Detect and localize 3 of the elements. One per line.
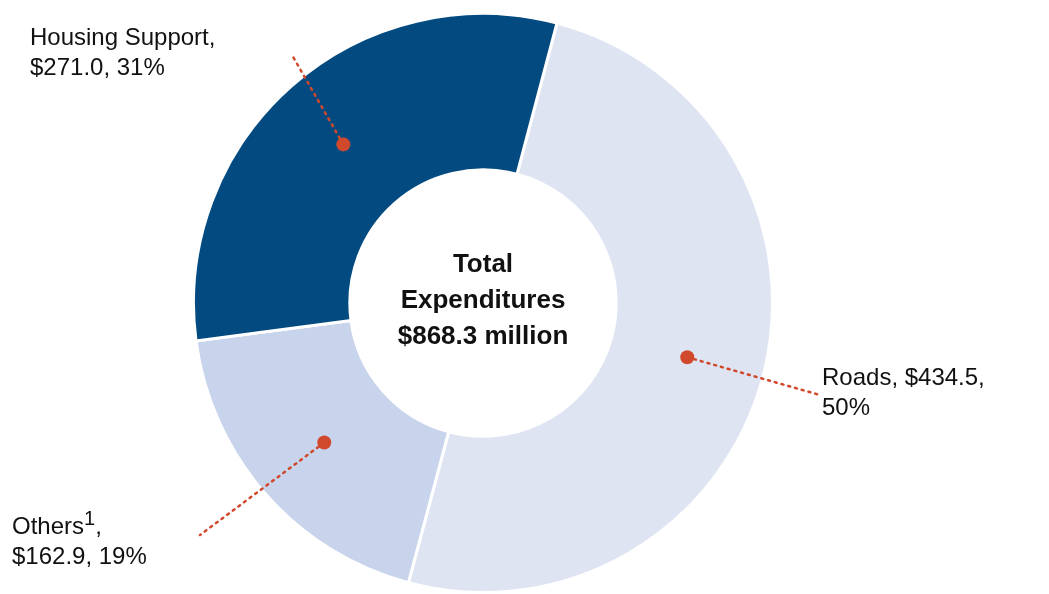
slice-label: Roads, $434.5, 50% bbox=[822, 362, 986, 422]
text: Total Expenditures $868.3 million bbox=[396, 247, 570, 352]
slice-label: Housing Support, $271.0, 31% bbox=[30, 22, 217, 82]
